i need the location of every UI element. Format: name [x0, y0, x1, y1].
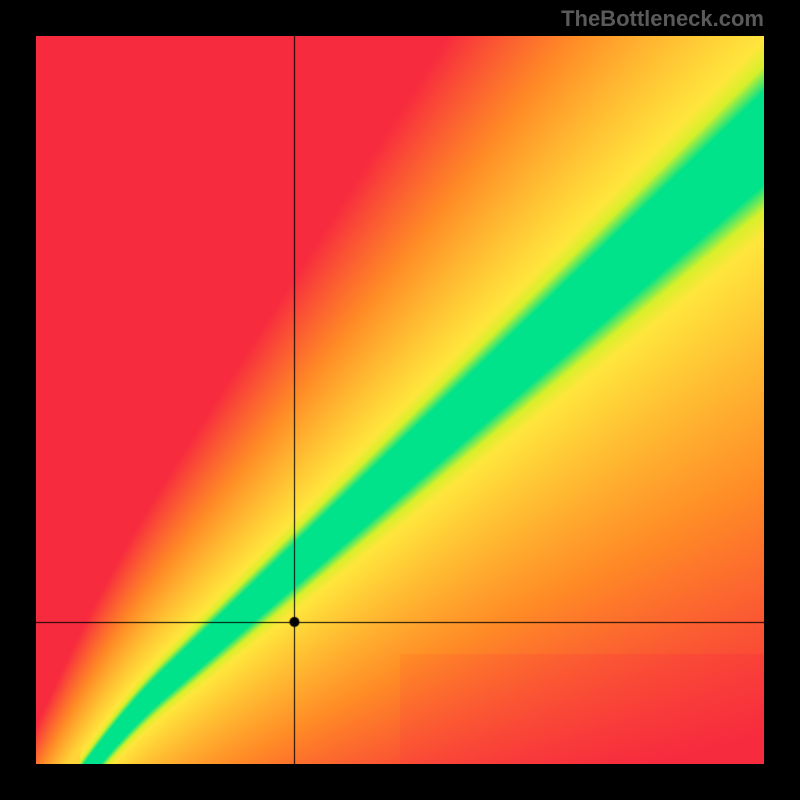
chart-stage: TheBottleneck.com [0, 0, 800, 800]
crosshair-overlay [36, 36, 764, 764]
watermark-text: TheBottleneck.com [561, 6, 764, 32]
